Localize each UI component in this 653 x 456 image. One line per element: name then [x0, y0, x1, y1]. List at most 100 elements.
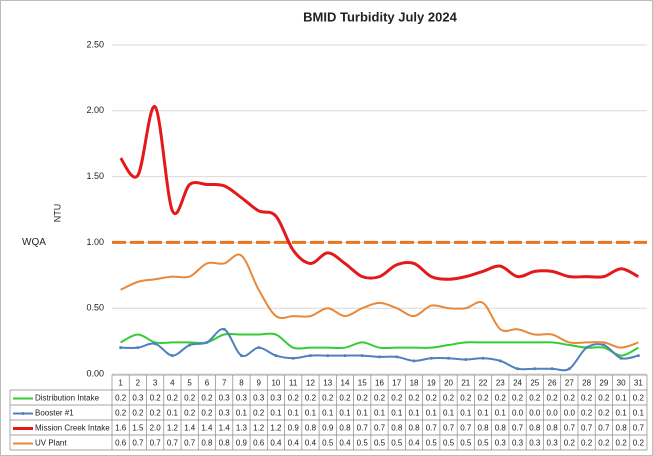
x-tick-label: 13	[323, 379, 332, 388]
table-value: 0.9	[236, 439, 248, 448]
table-value: 0.2	[460, 394, 472, 403]
table-value: 0.4	[339, 439, 351, 448]
point	[481, 356, 485, 360]
table-value: 0.2	[253, 409, 265, 418]
table-value: 0.0	[547, 409, 559, 418]
table-value: 0.5	[322, 439, 334, 448]
table-value: 0.5	[391, 439, 403, 448]
point	[378, 355, 381, 359]
table-value: 0.2	[322, 394, 334, 403]
table-value: 0.7	[150, 439, 162, 448]
table-value: 0.8	[616, 424, 628, 433]
table-value: 1.6	[115, 424, 127, 433]
table-value: 0.3	[219, 394, 231, 403]
table-value: 0.7	[598, 424, 610, 433]
point	[222, 327, 226, 331]
table-value: 0.7	[374, 424, 386, 433]
table-value: 0.3	[495, 439, 507, 448]
table-value: 0.2	[477, 394, 489, 403]
table-value: 0.1	[426, 409, 438, 418]
table-value: 0.3	[270, 394, 282, 403]
point	[636, 354, 640, 358]
table-value: 0.2	[581, 409, 593, 418]
legend-label: Mission Creek Intake	[35, 424, 110, 433]
table-value: 0.2	[616, 439, 628, 448]
point	[205, 340, 209, 344]
point	[257, 346, 261, 350]
x-tick-label: 18	[410, 379, 419, 388]
table-value: 0.8	[339, 424, 351, 433]
table-value: 0.2	[115, 409, 127, 418]
table-value: 0.3	[512, 439, 524, 448]
table-value: 0.2	[633, 439, 645, 448]
table-value: 0.3	[236, 394, 248, 403]
x-tick-label: 23	[496, 379, 505, 388]
table-value: 0.1	[616, 409, 628, 418]
point	[119, 346, 123, 350]
table-value: 0.8	[495, 424, 507, 433]
table-value: 0.2	[426, 394, 438, 403]
point	[188, 343, 192, 347]
table-value: 0.2	[598, 409, 610, 418]
table-value: 0.2	[408, 394, 420, 403]
point	[516, 367, 520, 371]
table-value: 0.1	[357, 409, 369, 418]
point	[153, 342, 157, 346]
table-value: 0.3	[547, 439, 559, 448]
table-value: 0.7	[443, 424, 455, 433]
table-value: 0.5	[374, 439, 386, 448]
table-value: 0.2	[564, 394, 576, 403]
table-value: 0.5	[426, 439, 438, 448]
table-value: 0.2	[443, 394, 455, 403]
table-value: 0.2	[132, 409, 144, 418]
table-value: 0.7	[460, 424, 472, 433]
table-value: 0.4	[408, 439, 420, 448]
table-value: 0.2	[357, 394, 369, 403]
legend-marker	[21, 412, 25, 415]
table-value: 0.1	[391, 409, 403, 418]
table-value: 0.2	[339, 394, 351, 403]
table-value: 0.7	[132, 439, 144, 448]
table-value: 0.7	[357, 424, 369, 433]
x-tick-label: 22	[479, 379, 488, 388]
table-value: 0.4	[288, 439, 300, 448]
table-value: 0.2	[391, 394, 403, 403]
table-value: 0.2	[495, 394, 507, 403]
table-value: 0.6	[253, 439, 265, 448]
point	[447, 356, 451, 360]
table-value: 0.1	[460, 409, 472, 418]
point	[239, 354, 243, 358]
y-tick-label: 2.00	[86, 105, 104, 115]
legend-label: UV Plant	[35, 439, 67, 448]
x-tick-label: 19	[427, 379, 436, 388]
point	[550, 367, 554, 371]
x-tick-label: 28	[582, 379, 591, 388]
x-tick-label: 1	[118, 379, 123, 388]
table-value: 0.0	[512, 409, 524, 418]
table-value: 0.8	[477, 424, 489, 433]
table-value: 0.5	[477, 439, 489, 448]
table-value: 0.8	[529, 424, 541, 433]
table-value: 0.5	[357, 439, 369, 448]
table-value: 0.2	[598, 439, 610, 448]
table-value: 0.4	[305, 439, 317, 448]
y-tick-label: 1.00	[86, 237, 104, 247]
x-tick-label: 26	[548, 379, 557, 388]
y-tick-label: 2.50	[86, 39, 104, 49]
table-value: 0.8	[219, 439, 231, 448]
table-value: 0.3	[132, 394, 144, 403]
table-value: 0.7	[512, 424, 524, 433]
table-value: 0.5	[443, 439, 455, 448]
table-value: 0.1	[322, 409, 334, 418]
table-value: 0.7	[564, 424, 576, 433]
y-tick-label: 1.50	[86, 171, 104, 181]
point	[429, 356, 433, 360]
table-value: 0.7	[581, 424, 593, 433]
x-tick-label: 3	[153, 379, 158, 388]
point	[343, 354, 347, 358]
x-tick-label: 14	[341, 379, 350, 388]
table-value: 0.2	[150, 409, 162, 418]
point	[326, 354, 330, 358]
table-value: 1.3	[236, 424, 248, 433]
